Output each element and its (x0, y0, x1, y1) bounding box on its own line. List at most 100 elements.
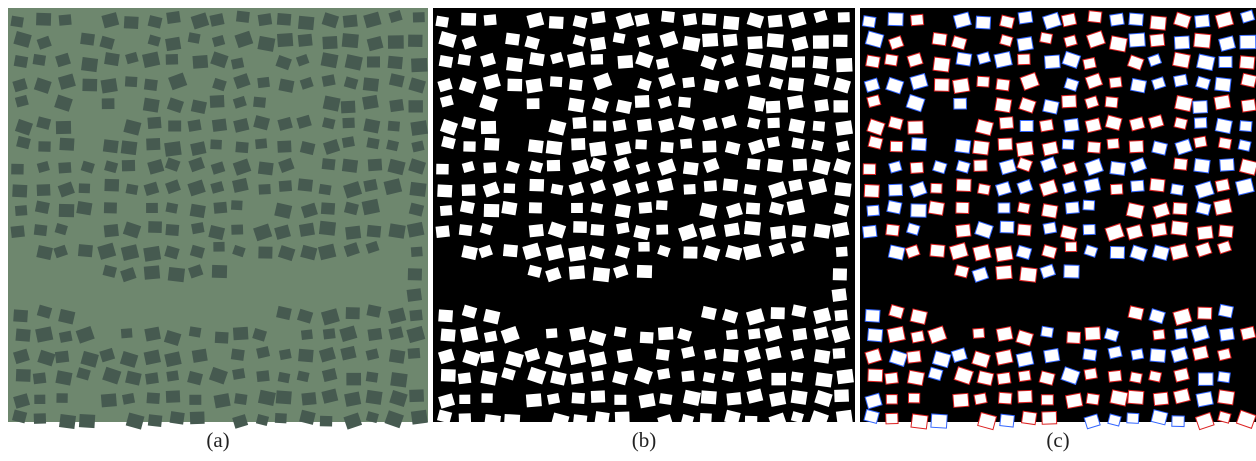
raft-square (275, 413, 287, 423)
raft-square (257, 36, 275, 52)
raft-square (319, 221, 336, 236)
raft-square (436, 225, 450, 238)
raft-square (56, 393, 67, 403)
raft-square (458, 54, 471, 66)
raft-square (459, 224, 473, 236)
raft-square (527, 98, 540, 109)
raft-square (836, 369, 853, 384)
raft-square (15, 329, 30, 342)
raft-square (258, 161, 274, 175)
raft-square (255, 138, 267, 149)
raft-square (660, 142, 673, 154)
raft-square (408, 268, 422, 280)
raft-square (78, 244, 93, 257)
raft-square (911, 138, 926, 151)
raft-square (723, 178, 738, 191)
raft-square (793, 159, 807, 172)
raft-square (723, 349, 739, 363)
raft-square (683, 13, 698, 26)
raft-square (192, 349, 208, 363)
raft-square (770, 226, 786, 240)
raft-square (593, 267, 610, 282)
raft-square (836, 247, 848, 257)
raft-square (484, 204, 500, 217)
raft-square (886, 413, 898, 424)
raft-square (954, 98, 967, 109)
raft-square (388, 56, 403, 69)
caption: (a) (206, 428, 229, 452)
raft-square (366, 390, 383, 405)
raft-square (911, 14, 924, 25)
raft-square (1065, 202, 1079, 214)
raft-square (1214, 199, 1232, 216)
raft-square (439, 55, 454, 68)
raft-square (1020, 267, 1037, 282)
raft-square (389, 349, 405, 364)
raft-square (931, 414, 947, 428)
raft-square (910, 162, 923, 173)
raft-square (956, 224, 971, 237)
raft-square (59, 414, 76, 429)
raft-square (1110, 13, 1125, 26)
raft-square (342, 159, 358, 173)
raft-square (504, 183, 516, 193)
raft-square (788, 77, 804, 91)
raft-square (411, 58, 428, 72)
raft-square (461, 13, 476, 26)
raft-square (125, 76, 138, 87)
raft-square (190, 412, 205, 425)
raft-square (907, 370, 924, 385)
raft-square (1064, 265, 1079, 278)
raft-square (279, 349, 292, 360)
raft-square (301, 329, 313, 340)
raft-square (481, 393, 492, 403)
raft-square (1194, 159, 1210, 173)
raft-square (79, 414, 95, 428)
raft-square (956, 202, 969, 213)
raft-square (745, 416, 758, 427)
raft-square (1150, 16, 1166, 30)
raft-square (616, 222, 629, 234)
raft-square (617, 55, 633, 69)
raft-square (367, 225, 382, 238)
raft-square (834, 182, 851, 197)
raft-square (726, 392, 741, 405)
raft-square (1129, 140, 1143, 152)
caption: (c) (1046, 428, 1069, 452)
raft-square (484, 14, 497, 25)
raft-square (484, 414, 501, 429)
raft-square (1000, 15, 1015, 28)
raft-square (1088, 11, 1102, 23)
raft-square (214, 393, 231, 408)
raft-square (1197, 226, 1213, 240)
raft-square (1041, 395, 1053, 405)
raft-square (887, 200, 902, 213)
raft-square (934, 79, 949, 92)
raft-square (81, 57, 98, 72)
raft-square (931, 183, 943, 193)
raft-square (1020, 121, 1033, 132)
raft-square (838, 12, 850, 22)
raft-square (298, 349, 314, 363)
raft-square (166, 370, 179, 381)
raft-square (813, 121, 825, 132)
raft-square (1066, 393, 1083, 408)
raft-square (657, 368, 670, 380)
raft-square (1084, 368, 1097, 380)
raft-square (701, 390, 717, 404)
raft-square (836, 410, 853, 425)
raft-square (232, 368, 245, 380)
raft-square (656, 349, 670, 361)
raft-square (572, 117, 586, 129)
raft-square (462, 184, 476, 196)
raft-square (678, 97, 691, 108)
raft-square (746, 202, 760, 214)
raft-square (813, 223, 830, 238)
raft-square (231, 349, 245, 361)
raft-square (659, 393, 672, 405)
raft-square (1196, 202, 1211, 216)
raft-square (529, 52, 545, 66)
raft-square (1196, 392, 1213, 407)
raft-square (747, 36, 762, 49)
raft-square (1110, 390, 1128, 406)
